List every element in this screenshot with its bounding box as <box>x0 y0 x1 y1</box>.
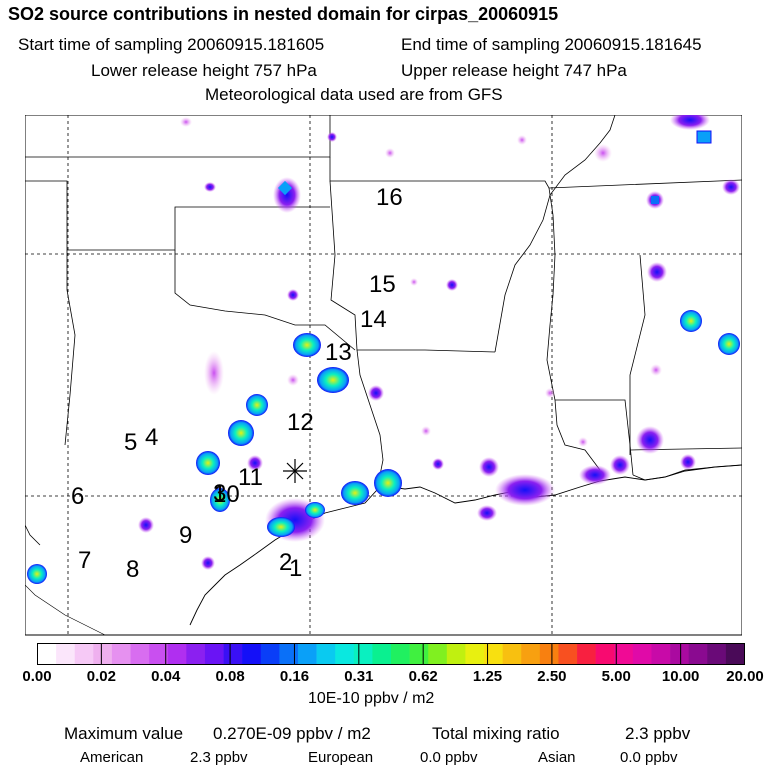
lat-lon-grid <box>25 115 742 635</box>
coastline <box>189 464 742 626</box>
max-value-label: Maximum value <box>64 724 184 743</box>
colorbar-swatch <box>316 643 336 665</box>
end-time: End time of sampling 20060915.181645 <box>401 35 702 54</box>
colorbar-tick-label: 0.08 <box>215 668 245 685</box>
colorbar-swatch <box>595 643 615 665</box>
source-labels: 16 15 14 13 12 5 4 11 10 6 9 2 1 7 8 3 <box>71 184 403 583</box>
colorbar-tick-label: 1.25 <box>472 668 503 685</box>
colorbar-swatch <box>670 643 689 665</box>
colorbar-swatch <box>484 643 503 665</box>
american-label: American <box>80 749 144 766</box>
state-boundaries <box>25 115 742 546</box>
colorbar-swatch <box>614 643 634 665</box>
map-panel: 16 15 14 13 12 5 4 11 10 6 9 2 1 7 8 3 <box>25 115 742 636</box>
colorbar-tick-label: 2.50 <box>537 668 567 685</box>
colorbar-swatch <box>167 643 187 665</box>
colorbar-tick-label: 10.00 <box>661 668 700 685</box>
source-label: 1 <box>289 555 302 582</box>
colorbar-swatch <box>279 643 299 665</box>
source-label: 16 <box>376 184 403 211</box>
source-label: 15 <box>369 271 396 298</box>
colorbar-tick-label: 0.62 <box>408 668 438 685</box>
map-frame <box>25 115 742 636</box>
max-value: 0.270E-09 ppbv / m2 <box>213 724 371 743</box>
asian-label: Asian <box>538 749 576 766</box>
source-label: 11 <box>238 464 263 491</box>
colorbar-swatch <box>56 643 76 665</box>
colorbar-swatch <box>707 643 727 665</box>
colorbar-swatch <box>130 643 150 665</box>
upper-release-height: Upper release height 747 hPa <box>401 61 627 80</box>
lower-release-height: Lower release height 757 hPa <box>91 61 317 80</box>
colorbar-swatch <box>409 643 429 665</box>
asian-value: 0.0 ppbv <box>620 749 678 766</box>
source-label: 3 <box>213 480 226 507</box>
receptor-asterisk-icon <box>283 459 307 483</box>
colorbar-swatch <box>428 643 448 665</box>
source-label: 10 <box>213 481 240 508</box>
colorbar-swatch <box>260 643 280 665</box>
colorbar-tick-label: 0.00 <box>22 668 52 685</box>
colorbar-swatch <box>204 643 224 665</box>
colorbar-swatch <box>539 643 559 665</box>
colorbar-tick-label: 0.16 <box>279 668 310 685</box>
colorbar-tick-label: 0.31 <box>344 668 374 685</box>
colorbar-unit: 10E-10 ppbv / m2 <box>308 690 435 707</box>
colorbar-tick-label: 5.00 <box>601 668 631 685</box>
source-label: 8 <box>126 556 139 583</box>
colorbar-swatch <box>37 643 57 665</box>
source-label: 4 <box>145 424 158 451</box>
concentration-field <box>27 115 740 584</box>
colorbar-swatch <box>74 643 94 665</box>
colorbar-swatch <box>632 643 652 665</box>
american-value: 2.3 ppbv <box>190 749 248 766</box>
colorbar-tick-label: 0.02 <box>86 668 116 685</box>
colorbar-swatch <box>446 643 466 665</box>
colorbar-swatch <box>223 643 243 665</box>
source-label: 2 <box>279 549 292 576</box>
colorbar-swatch <box>502 643 522 665</box>
source-label: 14 <box>360 306 387 333</box>
total-mixing-label: Total mixing ratio <box>432 724 560 743</box>
source-label: 9 <box>179 522 192 549</box>
colorbar-swatch <box>242 643 262 665</box>
colorbar-swatch <box>688 643 708 665</box>
total-mixing-value: 2.3 ppbv <box>625 724 691 743</box>
met-data-source: Meteorological data used are from GFS <box>205 85 503 104</box>
source-label: 13 <box>325 339 352 366</box>
european-value: 0.0 ppbv <box>420 749 478 766</box>
colorbar-swatch <box>465 643 485 665</box>
colorbar-swatch <box>297 643 317 665</box>
colorbar-swatch <box>391 643 410 665</box>
colorbar-swatch <box>93 643 113 665</box>
source-label: 7 <box>78 547 91 574</box>
colorbar-swatch <box>725 643 745 665</box>
colorbar <box>37 643 745 665</box>
colorbar-swatch <box>651 643 671 665</box>
start-time: Start time of sampling 20060915.181605 <box>18 35 325 54</box>
colorbar-tick-label: 20.00 <box>726 668 764 685</box>
colorbar-swatch <box>111 643 131 665</box>
colorbar-swatch <box>149 643 169 665</box>
colorbar-swatch <box>521 643 541 665</box>
colorbar-swatch <box>353 643 373 665</box>
colorbar-swatch <box>186 643 206 665</box>
colorbar-swatch <box>577 643 596 665</box>
border-line <box>25 584 106 636</box>
european-label: European <box>308 749 374 766</box>
colorbar-swatch <box>372 643 392 665</box>
colorbar-swatch <box>335 643 355 665</box>
plot-title: SO2 source contributions in nested domai… <box>8 4 559 24</box>
source-label: 5 <box>124 429 137 456</box>
colorbar-swatch <box>558 643 578 665</box>
colorbar-tick-label: 0.04 <box>151 668 181 685</box>
source-label: 12 <box>287 409 314 436</box>
source-label: 6 <box>71 483 84 510</box>
